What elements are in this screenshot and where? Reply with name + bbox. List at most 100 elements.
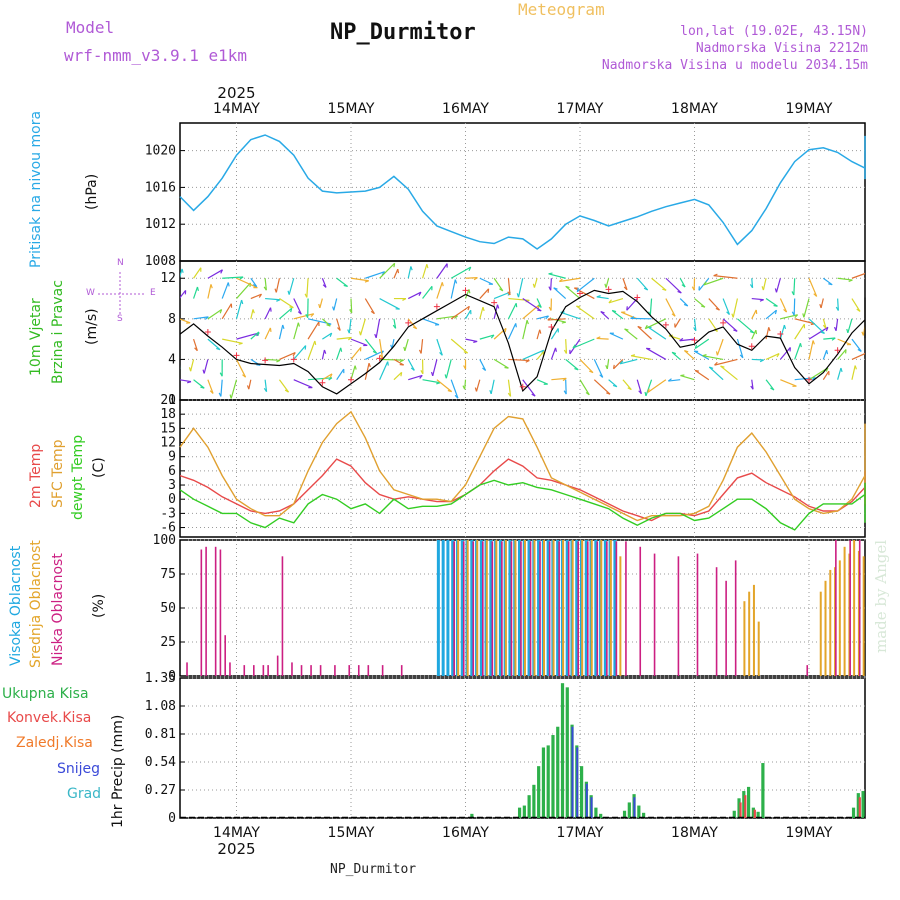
wind-arrow-head: [820, 331, 825, 335]
bottom-year-label: 2025: [217, 840, 255, 858]
wind-arrow: [250, 277, 258, 287]
wind-arrow: [895, 359, 900, 368]
wind-arrow: [713, 275, 738, 279]
wind-arrow-head: [773, 304, 778, 307]
total-rain-bar: [746, 786, 751, 818]
wind-arrow-head: [372, 350, 377, 354]
total-rain-bar: [861, 791, 865, 818]
wind-arrow-head: [420, 370, 424, 375]
high-cloud-bar: [489, 540, 493, 676]
wind-arrow-head: [515, 323, 517, 328]
wind-arrow: [393, 371, 403, 381]
mid-cloud-bar: [748, 591, 751, 676]
wind-arrow: [178, 339, 179, 349]
wind-arrow-head: [589, 370, 594, 374]
wind-arrow-head: [693, 327, 697, 332]
wind-arrow: [180, 379, 192, 383]
wind-arrow: [222, 338, 243, 344]
wind-arrow-head: [310, 313, 315, 318]
wind-arrow: [714, 358, 738, 366]
wind-arrow-head: [691, 286, 695, 291]
wind-arrow: [436, 338, 443, 356]
wind-arrow: [264, 307, 272, 320]
wind-arrow-head: [358, 331, 362, 336]
high-cloud-bar: [460, 540, 464, 676]
wind-arrow: [450, 305, 470, 320]
snow-bar: [590, 797, 593, 818]
wind-arrow: [365, 271, 385, 279]
wind-speed-marker: [405, 319, 412, 326]
total-rain-bar: [527, 795, 531, 818]
y-tick-label: 6: [168, 464, 176, 479]
y-tick-label: 21: [160, 393, 176, 408]
high-cloud-bar: [479, 540, 483, 676]
wind-arrow-head: [194, 347, 198, 352]
low-cloud-bar: [520, 541, 522, 676]
wind-arrow: [436, 282, 443, 299]
y-tick-label: 0: [168, 811, 176, 826]
wind-arrow: [479, 334, 495, 340]
wind-arrow-head: [882, 335, 884, 338]
total-rain-bar: [622, 810, 627, 818]
top-day-label: 14MAY: [213, 101, 260, 117]
mid-cloud-bar: [485, 540, 488, 676]
wind-arrow: [230, 379, 238, 399]
high-cloud-bar: [584, 540, 588, 676]
low-cloud-bar: [472, 541, 475, 676]
wind-arrow-head: [410, 367, 415, 371]
top-day-label: 17MAY: [557, 101, 604, 117]
wind-arrow-head: [496, 304, 500, 309]
wind-arrow: [293, 298, 302, 315]
wind-arrow-head: [783, 324, 787, 330]
wind-arrow: [708, 366, 724, 381]
wind-arrow: [808, 340, 814, 360]
wind-arrow-head: [749, 331, 755, 334]
y-tick-label: 1016: [145, 180, 176, 195]
wind-arrow-head: [574, 367, 579, 371]
wind-arrow: [579, 379, 590, 396]
wind-arrow-head: [677, 290, 682, 294]
wind-arrow: [668, 335, 681, 340]
wind-arrow: [851, 352, 865, 360]
mid-cloud-bar: [819, 591, 822, 676]
wind-arrow: [596, 337, 609, 340]
wind-title-1: 10m Vjetar: [28, 298, 44, 376]
y-tick-label: 0: [168, 492, 176, 507]
wind-arrow-head: [274, 288, 277, 293]
total-rain-bar: [642, 812, 646, 818]
wind-arrow: [536, 315, 549, 320]
wind-arrow-head: [703, 281, 707, 286]
wind-arrow: [359, 318, 366, 336]
bottom-day-label: 18MAY: [671, 825, 718, 841]
wind-arrow: [393, 268, 399, 279]
wind-arrow-head: [553, 287, 558, 290]
wind-arrow: [751, 297, 764, 301]
snow-bar: [633, 797, 636, 818]
wind-arrow-head: [328, 377, 333, 381]
wind-vectors: [178, 262, 900, 399]
cloud-title-low: Niska Oblacnost: [50, 553, 66, 666]
mid-cloud-bar: [600, 540, 603, 676]
wind-arrow-head: [463, 365, 467, 370]
mid-cloud-bar: [752, 584, 755, 676]
wind-arrow-head: [447, 389, 452, 393]
wind-arrow: [203, 359, 209, 374]
wind-arrow: [822, 277, 833, 286]
wind-arrow: [236, 282, 251, 299]
wind-arrow-head: [750, 385, 754, 390]
wind-arrow-head: [548, 286, 552, 291]
wind-arrow: [250, 331, 260, 340]
wind-arrow-head: [340, 347, 343, 352]
low-cloud-bar: [482, 541, 484, 676]
wind-arrow: [596, 296, 609, 300]
wind-arrow: [881, 359, 900, 371]
wind-speed-marker: [319, 379, 326, 386]
y-tick-label: 3: [168, 478, 176, 493]
wind-speed-marker: [834, 347, 841, 354]
wind-arrow-head: [292, 352, 296, 357]
wind-arrow-head: [638, 390, 642, 395]
y-tick-label: 100: [153, 533, 176, 548]
total-rain-bar: [594, 807, 598, 818]
wind-arrow-head: [276, 299, 281, 302]
wind-arrow-head: [504, 366, 509, 369]
